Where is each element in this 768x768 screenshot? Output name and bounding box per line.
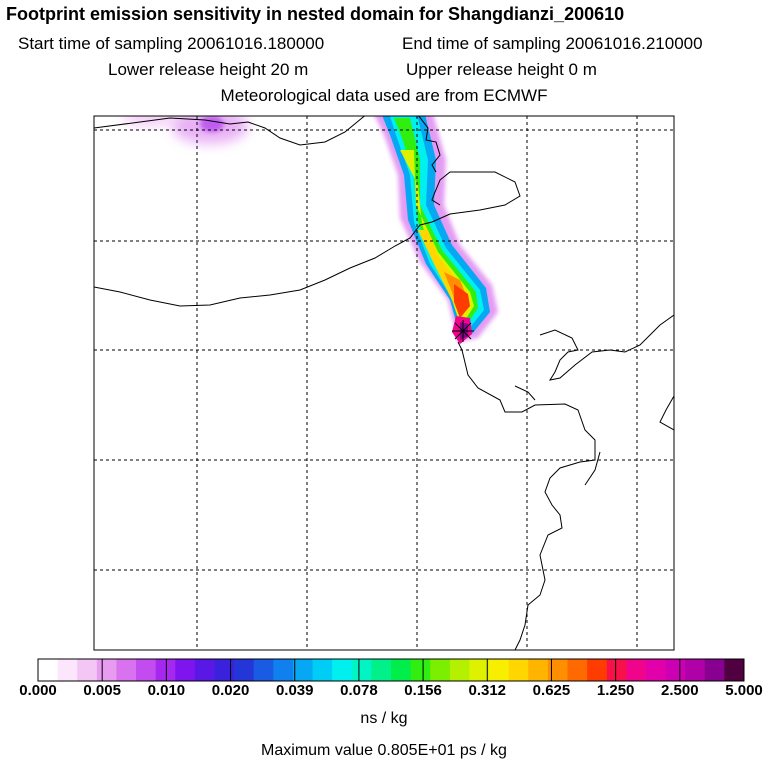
upper-release-height-label: Upper release height 0 m xyxy=(406,60,597,79)
star-icon xyxy=(452,320,474,342)
map-frame xyxy=(93,115,675,651)
colorbar-tick-label: 2.500 xyxy=(661,682,699,699)
colorbar-tick-label: 5.000 xyxy=(725,682,763,699)
start-time-label: Start time of sampling 20061016.180000 xyxy=(18,34,325,53)
colorbar-tick-label: 0.312 xyxy=(468,682,507,699)
map-title: Footprint emission sensitivity in nested… xyxy=(6,4,625,24)
coastlines xyxy=(94,116,674,650)
lower-release-height-label: Lower release height 20 m xyxy=(108,60,309,79)
end-time-label: End time of sampling 20061016.210000 xyxy=(402,34,703,53)
maximum-value-label: Maximum value 0.805E+01 ps / kg xyxy=(261,742,507,759)
colorbar-tick-label: 1.250 xyxy=(596,682,635,699)
colorbar-tick-label: 0.156 xyxy=(404,682,442,699)
colorbar-tick-label: 0.020 xyxy=(211,682,250,699)
met-data-label: Meteorological data used are from ECMWF xyxy=(220,86,548,105)
colorbar-tick-label: 0.039 xyxy=(275,682,314,699)
colorbar-unit: ns / kg xyxy=(360,710,408,727)
colorbar-tick-label: 0.625 xyxy=(532,682,571,699)
colorbar-tick-label: 0.078 xyxy=(340,682,378,699)
colorbar-tick-label: 0.005 xyxy=(83,682,121,699)
colorbar-tick-label: 0.000 xyxy=(19,682,57,699)
colorbar-tick-label: 0.010 xyxy=(147,682,186,699)
lat-lon-grid xyxy=(94,116,674,650)
